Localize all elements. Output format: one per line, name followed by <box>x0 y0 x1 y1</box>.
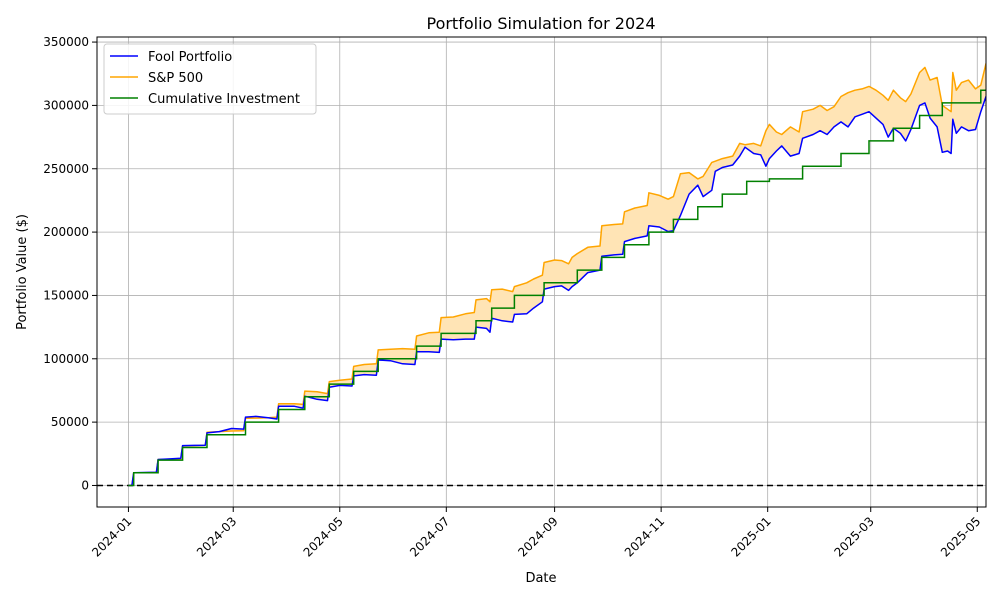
y-axis-ticks: 0 50000 100000 150000 200000 250000 300000 3500… <box>43 35 97 492</box>
legend-label: Fool Portfolio <box>148 50 232 65</box>
y-tick-label: 150000 <box>43 288 89 302</box>
y-axis-label: Portfolio Value ($) <box>15 214 30 330</box>
legend-box <box>103 43 317 115</box>
legend: Fool Portfolio S&P 500 Cumulative Investme… <box>103 43 317 115</box>
y-tick-label: 100000 <box>43 352 89 366</box>
legend-label: S&P 500 <box>148 71 203 86</box>
y-tick-label: 350000 <box>43 35 89 49</box>
x-axis-label: Date <box>525 571 556 586</box>
y-tick-label: 300000 <box>43 98 89 112</box>
series-line-cumulative-investment <box>128 89 986 487</box>
series-line-sp500 <box>128 62 986 487</box>
series-line-fool-portfolio <box>128 95 986 487</box>
y-tick-label: 50000 <box>51 415 89 429</box>
y-tick-label: 200000 <box>43 225 89 239</box>
chart-title: Portfolio Simulation for 2024 <box>426 14 655 33</box>
y-tick-label: 0 <box>81 478 89 492</box>
series-layer <box>128 62 986 487</box>
plot-frame <box>96 36 987 508</box>
y-tick-label: 250000 <box>43 162 89 176</box>
legend-label: Cumulative Investment <box>148 92 300 107</box>
